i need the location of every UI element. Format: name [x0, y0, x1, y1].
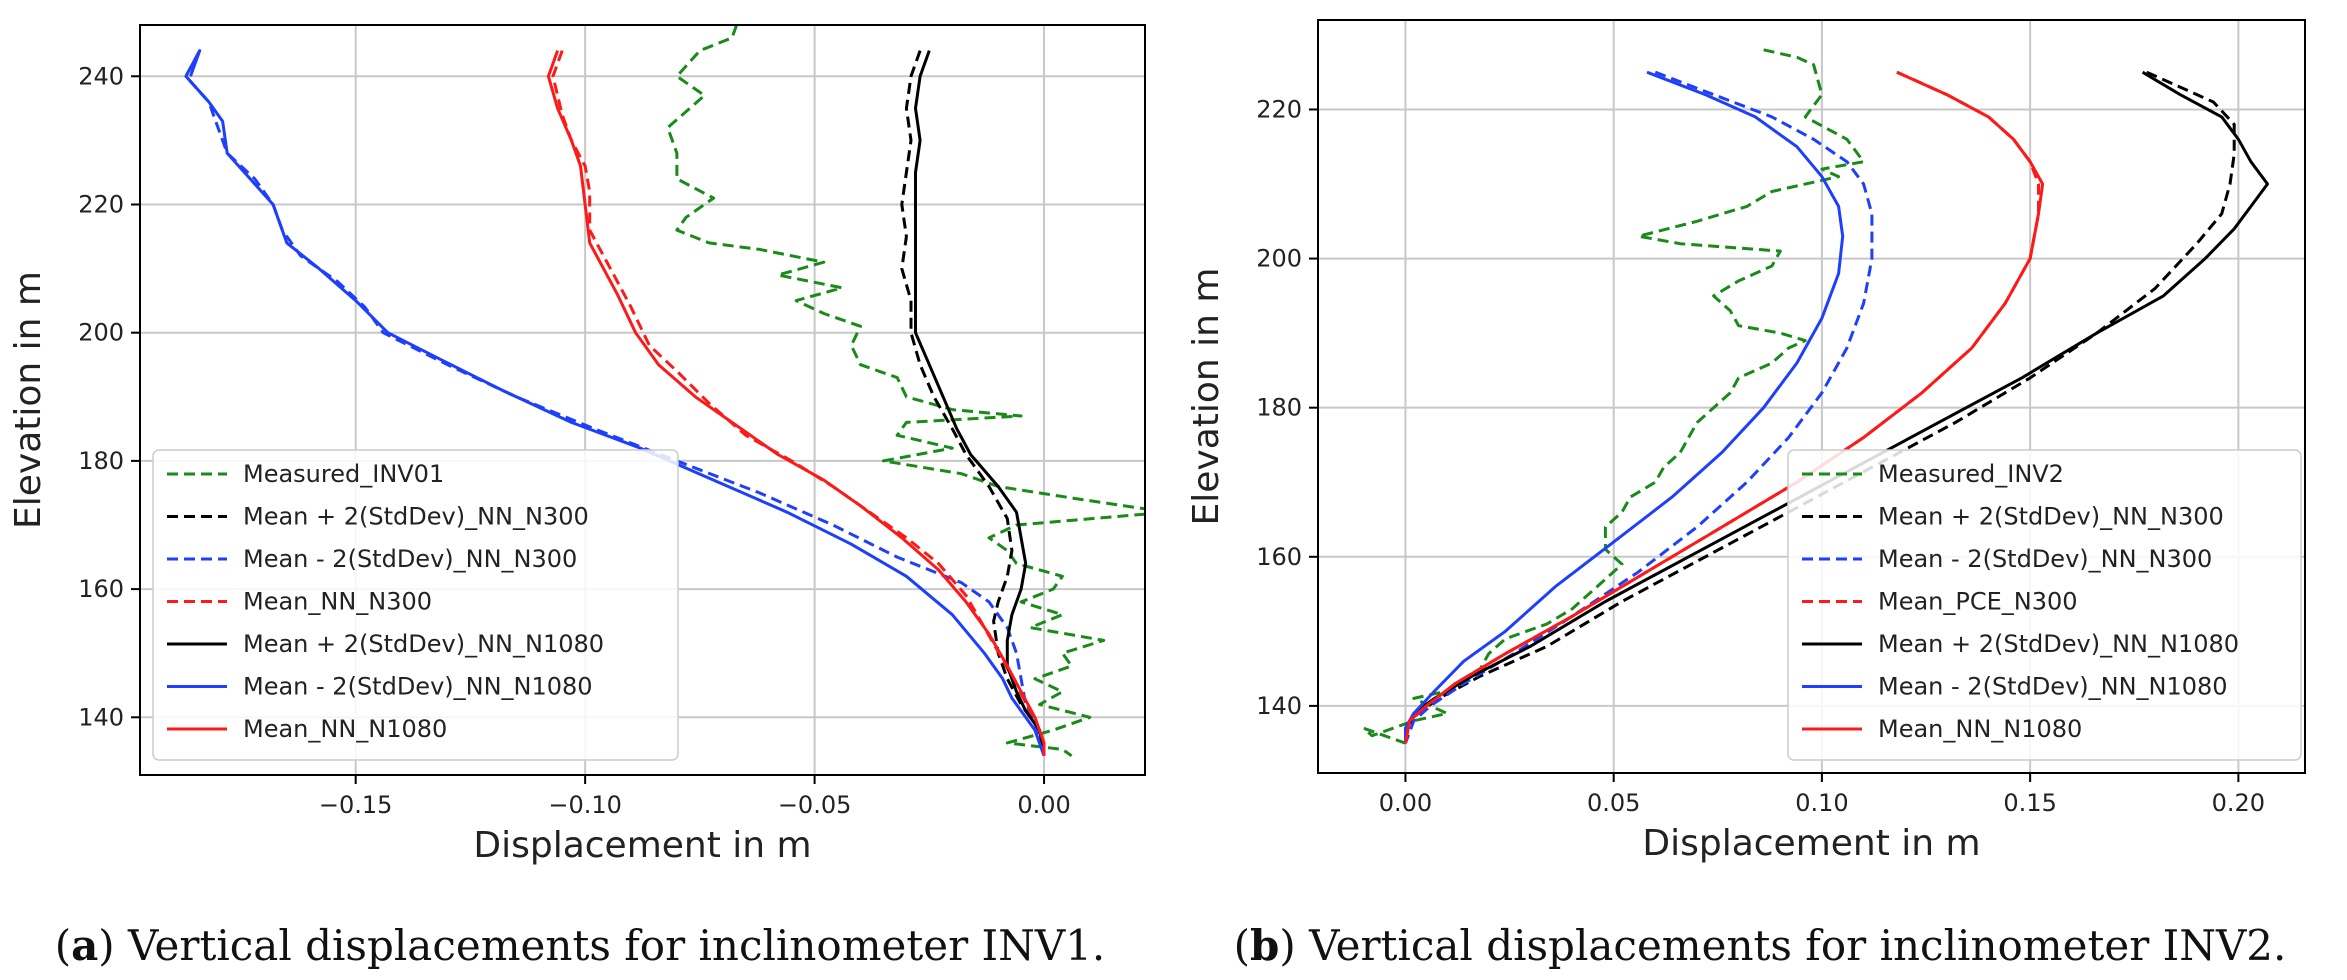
plot-frame-b — [1317, 19, 2306, 774]
y-ticks-b: 140 160 180 200 220 — [1256, 95, 1318, 720]
caption-letter-a: a — [71, 921, 98, 970]
x-tick-label: 0.00 — [1017, 791, 1070, 819]
y-tick-label: 140 — [1256, 692, 1302, 720]
caption-a: (a) Vertical displacements for inclinome… — [55, 921, 1106, 970]
legend-a: Measured_INV01 Mean + 2(StdDev)_NN_N300 Me… — [152, 449, 679, 761]
x-tick-label: −0.15 — [319, 791, 393, 819]
series-line-3 — [1404, 70, 1874, 744]
chart-panel-a: −0.15 −0.10 −0.05 0.00 140 160 180 200 220 240 D… — [8, 24, 1146, 970]
legend-box — [152, 449, 679, 761]
y-axis-label-a: Elevation in m — [8, 271, 49, 529]
legend-label: Mean + 2(StdDev)_NN_N300 — [243, 503, 589, 531]
caption-b: (b) Vertical displacements for inclinome… — [1234, 921, 2287, 970]
x-ticks-b: 0.00 0.05 0.10 0.15 0.20 — [1379, 773, 2265, 817]
series-line-6 — [184, 49, 1046, 757]
x-tick-label: 0.20 — [2212, 789, 2265, 817]
legend-label: Mean - 2(StdDev)_NN_N1080 — [1878, 673, 2228, 701]
legend-label: Mean - 2(StdDev)_NN_N1080 — [243, 673, 593, 701]
y-tick-label: 160 — [78, 575, 124, 603]
series-line-6 — [1404, 70, 1845, 744]
chart-panel-b: 0.00 0.05 0.10 0.15 0.20 140 160 180 200 220 Dis… — [1186, 19, 2306, 970]
series-line-5 — [914, 50, 1046, 757]
legend-label: Mean + 2(StdDev)_NN_N1080 — [1878, 630, 2239, 658]
legend-label: Measured_INV2 — [1878, 460, 2064, 488]
x-axis-label-a: Displacement in m — [473, 825, 811, 866]
y-tick-label: 200 — [78, 319, 124, 347]
caption-text-b: Vertical displacements for inclinometer … — [1308, 921, 2286, 970]
legend-label: Mean - 2(StdDev)_NN_N300 — [243, 545, 577, 573]
series-line-2 — [1404, 70, 2236, 744]
y-tick-label: 200 — [1256, 245, 1302, 273]
series-line-7 — [546, 50, 1046, 756]
series-group-a — [184, 25, 1145, 758]
series-line-7 — [1404, 70, 2045, 744]
legend-label: Mean + 2(StdDev)_NN_N300 — [1878, 503, 2224, 531]
y-tick-label: 240 — [78, 62, 124, 90]
x-tick-label: 0.00 — [1379, 789, 1432, 817]
x-axis-label-b: Displacement in m — [1642, 823, 1980, 864]
x-tick-label: 0.05 — [1587, 789, 1640, 817]
legend-label: Mean - 2(StdDev)_NN_N300 — [1878, 545, 2212, 573]
legend-b: Measured_INV2 Mean + 2(StdDev)_NN_N300 Mea… — [1787, 449, 2302, 761]
x-tick-label: 0.15 — [2003, 789, 2056, 817]
series-line-5 — [1404, 70, 2269, 744]
y-axis-label-b: Elevation in m — [1186, 268, 1227, 526]
y-tick-label: 160 — [1256, 543, 1302, 571]
y-tick-label: 180 — [1256, 394, 1302, 422]
caption-letter-b: b — [1250, 921, 1279, 970]
x-tick-label: −0.05 — [778, 791, 852, 819]
caption-text-a: Vertical displacements for inclinometer … — [127, 921, 1105, 970]
y-tick-label: 140 — [78, 703, 124, 731]
legend-label: Measured_INV01 — [243, 460, 444, 488]
legend-label: Mean_NN_N300 — [243, 588, 432, 616]
legend-label: Mean + 2(StdDev)_NN_N1080 — [243, 630, 604, 658]
legend-box — [1787, 449, 2302, 761]
series-line-1 — [1362, 48, 1866, 745]
series-line-1 — [666, 25, 1145, 758]
y-tick-label: 180 — [78, 447, 124, 475]
y-tick-label: 220 — [78, 190, 124, 218]
x-ticks-a: −0.15 −0.10 −0.05 0.00 — [319, 775, 1071, 819]
y-tick-label: 220 — [1256, 95, 1302, 123]
legend-label: Mean_PCE_N300 — [1878, 588, 2078, 616]
series-group-b — [1362, 48, 2269, 745]
plot-frame-a — [139, 24, 1146, 776]
x-tick-label: −0.10 — [548, 791, 622, 819]
y-ticks-a: 140 160 180 200 220 240 — [78, 62, 140, 731]
legend-label: Mean_NN_N1080 — [243, 715, 447, 743]
series-line-3 — [184, 49, 1046, 750]
legend-label: Mean_NN_N1080 — [1878, 715, 2082, 743]
x-tick-label: 0.10 — [1795, 789, 1848, 817]
